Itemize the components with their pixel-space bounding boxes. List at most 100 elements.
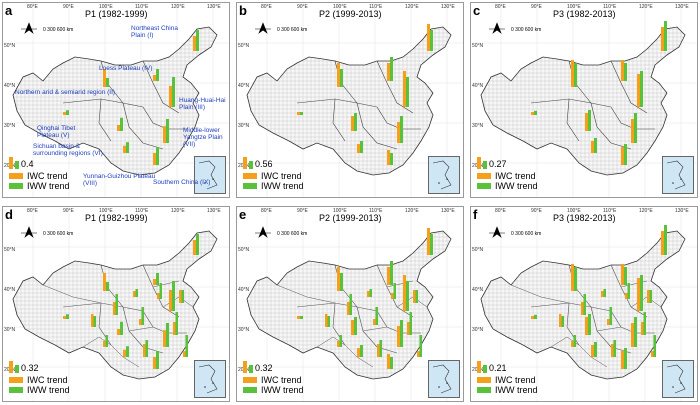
china-map — [471, 207, 697, 401]
latitude-tick: 40°N — [238, 287, 250, 293]
iwc-bar — [571, 60, 574, 87]
province-boundary — [276, 284, 336, 304]
iwc-bar — [651, 351, 654, 357]
latitude-tick: 50°N — [238, 247, 250, 253]
iwc-bar — [601, 291, 604, 297]
legend: 0.4 IWC trend IWW trend — [9, 157, 70, 191]
south-china-sea-inset — [662, 156, 694, 194]
legend-iww: IWW trend — [9, 181, 70, 191]
iwc-bar — [169, 86, 172, 107]
north-arrow-icon — [255, 226, 271, 238]
region-boundary — [332, 98, 346, 142]
latitude-tick: 50°N — [472, 247, 484, 253]
panel-label: b — [239, 3, 247, 18]
iwc-bar — [611, 344, 614, 357]
legend-scale-bar — [15, 365, 19, 373]
iwc-bar — [397, 326, 400, 347]
legend: 0.32 IWC trend IWW trend — [243, 361, 304, 395]
iww-bar — [166, 119, 169, 143]
iww-bar — [643, 312, 646, 335]
iww-bar — [624, 348, 627, 369]
scale-bar: 0 300 600 km — [511, 27, 542, 33]
legend-iwc-label: IWC trend — [495, 375, 536, 385]
iwc-bar — [373, 319, 376, 325]
longitude-tick: 130°E — [441, 4, 455, 10]
iww-bar — [145, 340, 148, 357]
iww-bar — [360, 141, 363, 153]
iww-swatch — [9, 183, 23, 189]
iwc-bar — [357, 348, 360, 357]
iww-bar — [172, 77, 175, 107]
region-boundary — [356, 102, 398, 150]
iwc-bar — [297, 112, 300, 115]
china-outline — [480, 26, 686, 176]
iww-bar — [406, 77, 409, 107]
longitude-tick: 90°E — [297, 4, 308, 10]
longitude-tick: 130°E — [441, 208, 455, 214]
panel-label: f — [473, 207, 478, 222]
longitude-tick: 100°E — [567, 4, 581, 10]
iwc-bar — [631, 119, 634, 143]
iww-bar — [166, 323, 169, 347]
legend-scale-bar — [249, 161, 253, 169]
map-panel-d: d P1 (1982-1999) 0 300 600 km 80°E 90°E 100°E… — [2, 206, 230, 402]
iwc-bar — [397, 122, 400, 143]
iwc-bar — [591, 345, 594, 357]
longitude-tick: 90°E — [297, 208, 308, 214]
iww-bar — [135, 289, 138, 297]
iww-bar — [106, 78, 109, 87]
iww-bar — [156, 351, 159, 369]
panel-title: P2 (1999-2013) — [319, 213, 382, 223]
scale-bar: 0 300 600 km — [277, 231, 308, 237]
legend-iwc-label: IWC trend — [27, 171, 68, 181]
iwc-bar — [123, 145, 126, 153]
iww-bar — [185, 335, 188, 357]
iww-bar — [573, 335, 576, 347]
china-map — [3, 3, 229, 197]
iww-bar — [534, 314, 537, 319]
panel-title: P1 (1982-1999) — [85, 9, 148, 19]
iww-swatch — [477, 387, 491, 393]
iww-bar — [574, 63, 577, 87]
iww-bar — [196, 234, 199, 255]
iwc-bar — [607, 319, 610, 325]
iwc-bar — [139, 319, 142, 325]
legend-iww: IWW trend — [477, 385, 538, 395]
iww-bar — [181, 290, 184, 303]
iwc-bar — [403, 275, 406, 311]
iwc-bar — [621, 264, 624, 285]
region-boundary — [376, 106, 421, 130]
iww-bar — [624, 267, 627, 285]
iww-bar — [583, 294, 586, 315]
map-panel-e: e P2 (1999-2013) 0 300 600 km 80°E 90°E 100°E… — [236, 206, 464, 402]
legend-iwc: IWC trend — [477, 375, 538, 385]
legend-iwc-label: IWC trend — [261, 375, 302, 385]
legend-iww-label: IWW trend — [261, 181, 304, 191]
iwc-bar — [297, 316, 300, 319]
north-arrow-icon — [21, 22, 37, 34]
iwc-bar — [571, 341, 574, 347]
iwc-swatch — [243, 377, 257, 383]
iww-bar — [159, 283, 162, 299]
map-panel-f: f P3 (1982-2013) 0 300 600 km 80°E 90°E 100°E… — [470, 206, 698, 402]
iwc-bar — [193, 240, 196, 255]
iww-bar — [603, 289, 606, 297]
iwc-bar — [123, 349, 126, 357]
legend-scale-value: 0.4 — [21, 159, 34, 169]
iwc-bar — [625, 293, 628, 299]
region-boundary — [122, 102, 164, 150]
iww-bar — [375, 307, 378, 325]
iwc-bar — [427, 24, 430, 51]
iww-bar — [664, 225, 667, 255]
south-china-sea-inset — [428, 360, 460, 398]
iwc-swatch — [477, 377, 491, 383]
iww-bar — [415, 290, 418, 303]
iww-bar — [354, 113, 357, 131]
longitude-tick: 120°E — [405, 4, 419, 10]
iwc-bar — [91, 314, 94, 327]
iww-bar — [640, 275, 643, 311]
iww-bar — [640, 71, 643, 107]
china-map — [237, 207, 463, 401]
longitude-tick: 120°E — [405, 208, 419, 214]
iwc-bar — [163, 126, 166, 143]
